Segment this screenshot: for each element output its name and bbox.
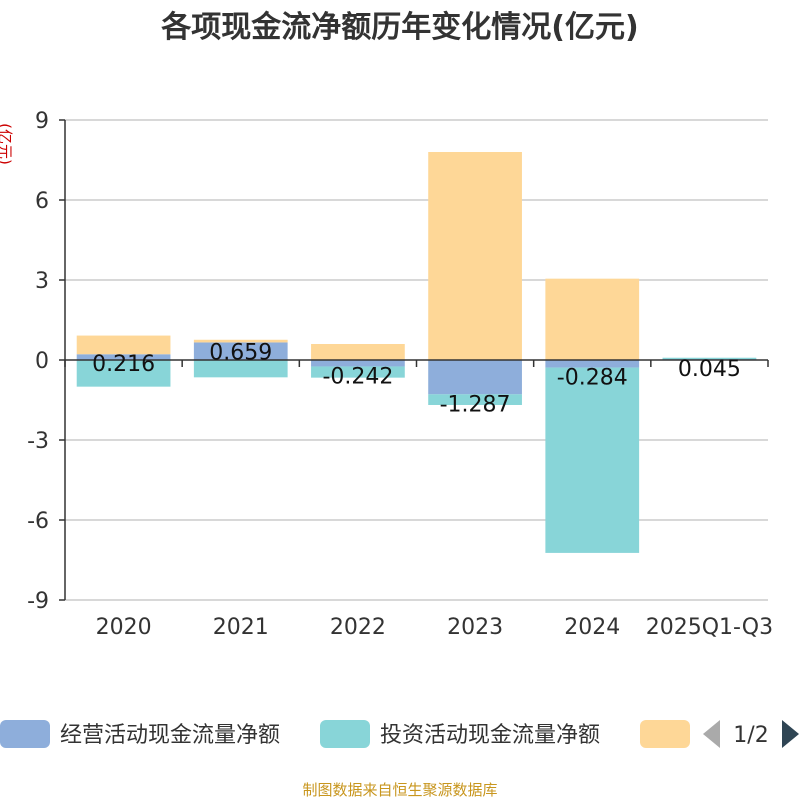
bars — [76, 152, 757, 553]
source-note: 制图数据来自恒生聚源数据库 — [302, 781, 497, 799]
bar-segment — [311, 366, 405, 378]
legend-pager: 1/2 — [733, 723, 768, 748]
bar-segment — [193, 360, 288, 378]
y-tick-label: 9 — [35, 109, 49, 134]
bar-segment — [193, 339, 288, 343]
bar-segment — [76, 354, 171, 360]
bar-segment — [311, 360, 405, 367]
bar-segment — [193, 342, 288, 360]
y-tick-label: 0 — [35, 349, 49, 374]
axes: 9 6 3 0 -3 -6 -9 2020 2021 2022 2023 2024 2025Q1-Q3 — [27, 109, 773, 640]
y-tick-label: 3 — [35, 269, 49, 294]
bar-segment — [76, 360, 171, 387]
bar-segment — [662, 357, 757, 360]
bar-segment — [311, 344, 405, 360]
bar-segment — [428, 152, 522, 360]
legend-label: 投资活动现金流量净额 — [380, 723, 600, 748]
data-label: -0.242 — [322, 364, 393, 389]
bar-segment — [545, 278, 640, 360]
data-label: 0.216 — [92, 352, 155, 377]
x-tick-label: 2024 — [564, 615, 620, 640]
bar-segment — [76, 335, 171, 355]
legend-swatch — [320, 720, 370, 748]
y-tick-label: -3 — [27, 429, 49, 454]
y-tick-label: -9 — [27, 589, 49, 614]
legend-next-icon[interactable] — [782, 720, 799, 748]
legend[interactable]: 经营活动现金流量净额 投资活动现金流量净额 1/2 — [0, 720, 799, 748]
legend-label: 经营活动现金流量净额 — [60, 723, 280, 748]
legend-swatch — [640, 720, 690, 748]
data-label: 0.659 — [209, 340, 272, 365]
grid — [65, 119, 768, 601]
chart-title: 各项现金流净额历年变化情况(亿元) — [160, 10, 638, 45]
x-tick-label: 2025Q1-Q3 — [646, 615, 773, 640]
legend-item[interactable]: 经营活动现金流量净额 — [0, 720, 280, 748]
y-tick-label: -6 — [27, 509, 49, 534]
legend-item[interactable]: 投资活动现金流量净额 — [320, 720, 600, 748]
y-tick-label: 6 — [35, 189, 49, 214]
bar-segment — [428, 360, 522, 395]
bar-segment — [545, 360, 640, 368]
x-tick-label: 2020 — [96, 615, 152, 640]
x-tick-label: 2022 — [330, 615, 386, 640]
data-label: 0.045 — [678, 357, 741, 382]
data-label: -0.284 — [557, 366, 628, 391]
data-labels: 0.216 0.659 -0.242 -1.287 -0.284 0.045 — [92, 340, 741, 417]
x-tick-label: 2023 — [447, 615, 503, 640]
legend-item[interactable] — [640, 720, 690, 748]
bar-segment — [545, 367, 640, 553]
legend-prev-icon[interactable] — [703, 720, 720, 748]
bar-segment — [428, 394, 522, 405]
y-axis-label: (亿元) — [0, 123, 14, 165]
data-label: -1.287 — [440, 392, 511, 417]
legend-swatch — [0, 720, 50, 748]
x-tick-label: 2021 — [213, 615, 269, 640]
